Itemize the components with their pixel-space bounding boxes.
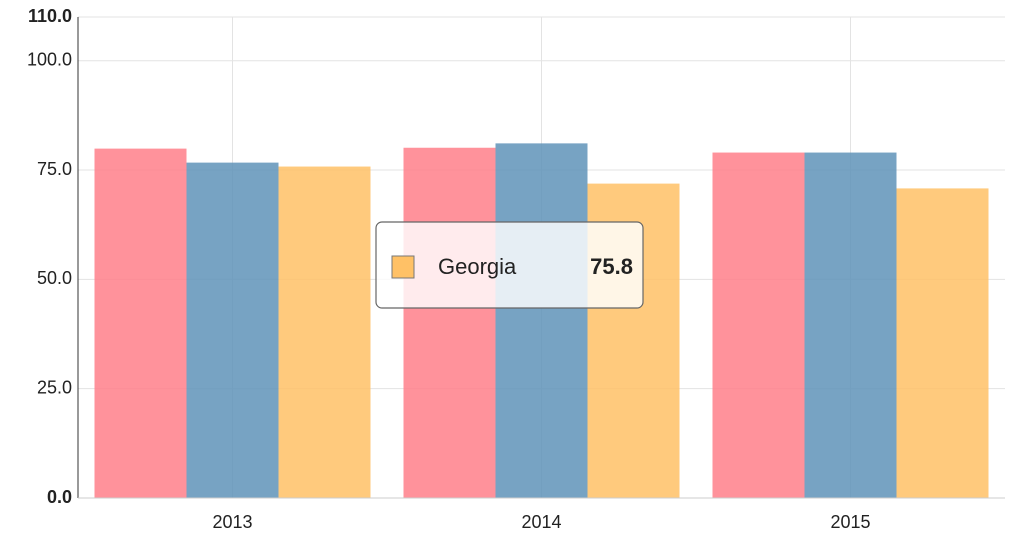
bar: [186, 162, 279, 498]
bar: [804, 152, 897, 498]
bar: [495, 143, 588, 498]
y-tick-label: 25.0: [37, 377, 72, 397]
tooltip-value: 75.8: [590, 254, 633, 279]
x-tick-label: 2015: [830, 512, 870, 532]
y-tick-label: 0.0: [47, 487, 72, 507]
bar: [712, 152, 805, 498]
bar: [94, 148, 187, 499]
y-tick-label: 50.0: [37, 268, 72, 288]
tooltip-box: [375, 221, 644, 309]
tooltip: Georgia 75.8: [375, 221, 644, 309]
y-tick-label: 75.0: [37, 159, 72, 179]
x-tick-label: 2013: [212, 512, 252, 532]
y-tick-label: 100.0: [27, 49, 72, 69]
tooltip-swatch: [391, 255, 415, 279]
x-tick-label: 2014: [521, 512, 561, 532]
bar: [278, 166, 371, 498]
y-tick-label: 110.0: [28, 6, 72, 26]
bar: [896, 188, 989, 499]
tooltip-series: Georgia: [438, 254, 517, 279]
bar: [403, 147, 496, 498]
